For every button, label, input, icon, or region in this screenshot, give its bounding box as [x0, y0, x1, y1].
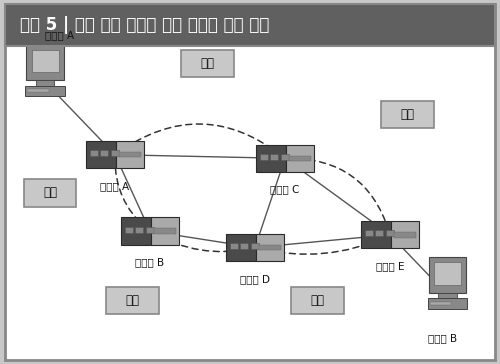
Text: 두번: 두번: [126, 294, 140, 307]
Text: 라우터 D: 라우터 D: [240, 274, 270, 284]
Text: 세번: 세번: [310, 294, 324, 307]
FancyBboxPatch shape: [361, 221, 391, 248]
FancyBboxPatch shape: [116, 141, 144, 168]
FancyBboxPatch shape: [286, 145, 314, 172]
FancyBboxPatch shape: [32, 50, 58, 72]
FancyBboxPatch shape: [151, 217, 179, 245]
FancyBboxPatch shape: [382, 101, 434, 128]
FancyBboxPatch shape: [86, 141, 116, 168]
FancyBboxPatch shape: [26, 86, 64, 96]
FancyBboxPatch shape: [375, 230, 384, 237]
FancyBboxPatch shape: [181, 50, 234, 78]
FancyBboxPatch shape: [280, 154, 289, 160]
Text: 컴퓨터 A: 컴퓨터 A: [45, 30, 74, 40]
Text: 한번: 한번: [43, 186, 57, 199]
FancyBboxPatch shape: [270, 154, 278, 160]
FancyBboxPatch shape: [26, 44, 64, 80]
FancyBboxPatch shape: [5, 4, 495, 46]
Text: 라우터 C: 라우터 C: [270, 185, 300, 194]
FancyBboxPatch shape: [36, 80, 54, 86]
FancyBboxPatch shape: [434, 262, 461, 285]
FancyBboxPatch shape: [250, 243, 259, 249]
FancyBboxPatch shape: [429, 257, 466, 293]
FancyBboxPatch shape: [28, 89, 49, 92]
FancyBboxPatch shape: [430, 302, 452, 305]
FancyBboxPatch shape: [24, 179, 76, 206]
FancyBboxPatch shape: [364, 230, 373, 237]
FancyBboxPatch shape: [135, 227, 143, 233]
Text: 컴퓨터 B: 컴퓨터 B: [428, 333, 457, 343]
FancyBboxPatch shape: [428, 298, 467, 309]
FancyBboxPatch shape: [124, 227, 133, 233]
FancyBboxPatch shape: [256, 145, 286, 172]
Text: 그림 5 | 거리 계산 방식에 따른 최적의 경로 설정: 그림 5 | 거리 계산 방식에 따른 최적의 경로 설정: [20, 16, 270, 34]
Text: 한번: 한번: [200, 57, 214, 70]
FancyBboxPatch shape: [259, 245, 281, 250]
FancyBboxPatch shape: [110, 150, 119, 157]
FancyBboxPatch shape: [146, 227, 154, 233]
FancyBboxPatch shape: [386, 230, 394, 237]
Text: 라우터 B: 라우터 B: [136, 257, 164, 267]
FancyBboxPatch shape: [438, 293, 457, 298]
FancyBboxPatch shape: [289, 155, 311, 161]
FancyBboxPatch shape: [260, 154, 268, 160]
FancyBboxPatch shape: [291, 287, 344, 314]
FancyBboxPatch shape: [121, 217, 151, 245]
FancyBboxPatch shape: [394, 232, 416, 237]
FancyBboxPatch shape: [240, 243, 248, 249]
FancyBboxPatch shape: [256, 234, 284, 261]
FancyBboxPatch shape: [90, 150, 98, 157]
Text: 라우터 A: 라우터 A: [100, 181, 130, 191]
FancyBboxPatch shape: [100, 150, 108, 157]
FancyBboxPatch shape: [226, 234, 256, 261]
FancyBboxPatch shape: [119, 152, 141, 157]
FancyBboxPatch shape: [154, 229, 176, 234]
Text: 라우터 E: 라우터 E: [376, 261, 404, 271]
FancyBboxPatch shape: [106, 287, 159, 314]
Text: 두번: 두번: [400, 108, 414, 121]
FancyBboxPatch shape: [391, 221, 419, 248]
FancyBboxPatch shape: [5, 4, 495, 360]
FancyBboxPatch shape: [230, 243, 238, 249]
